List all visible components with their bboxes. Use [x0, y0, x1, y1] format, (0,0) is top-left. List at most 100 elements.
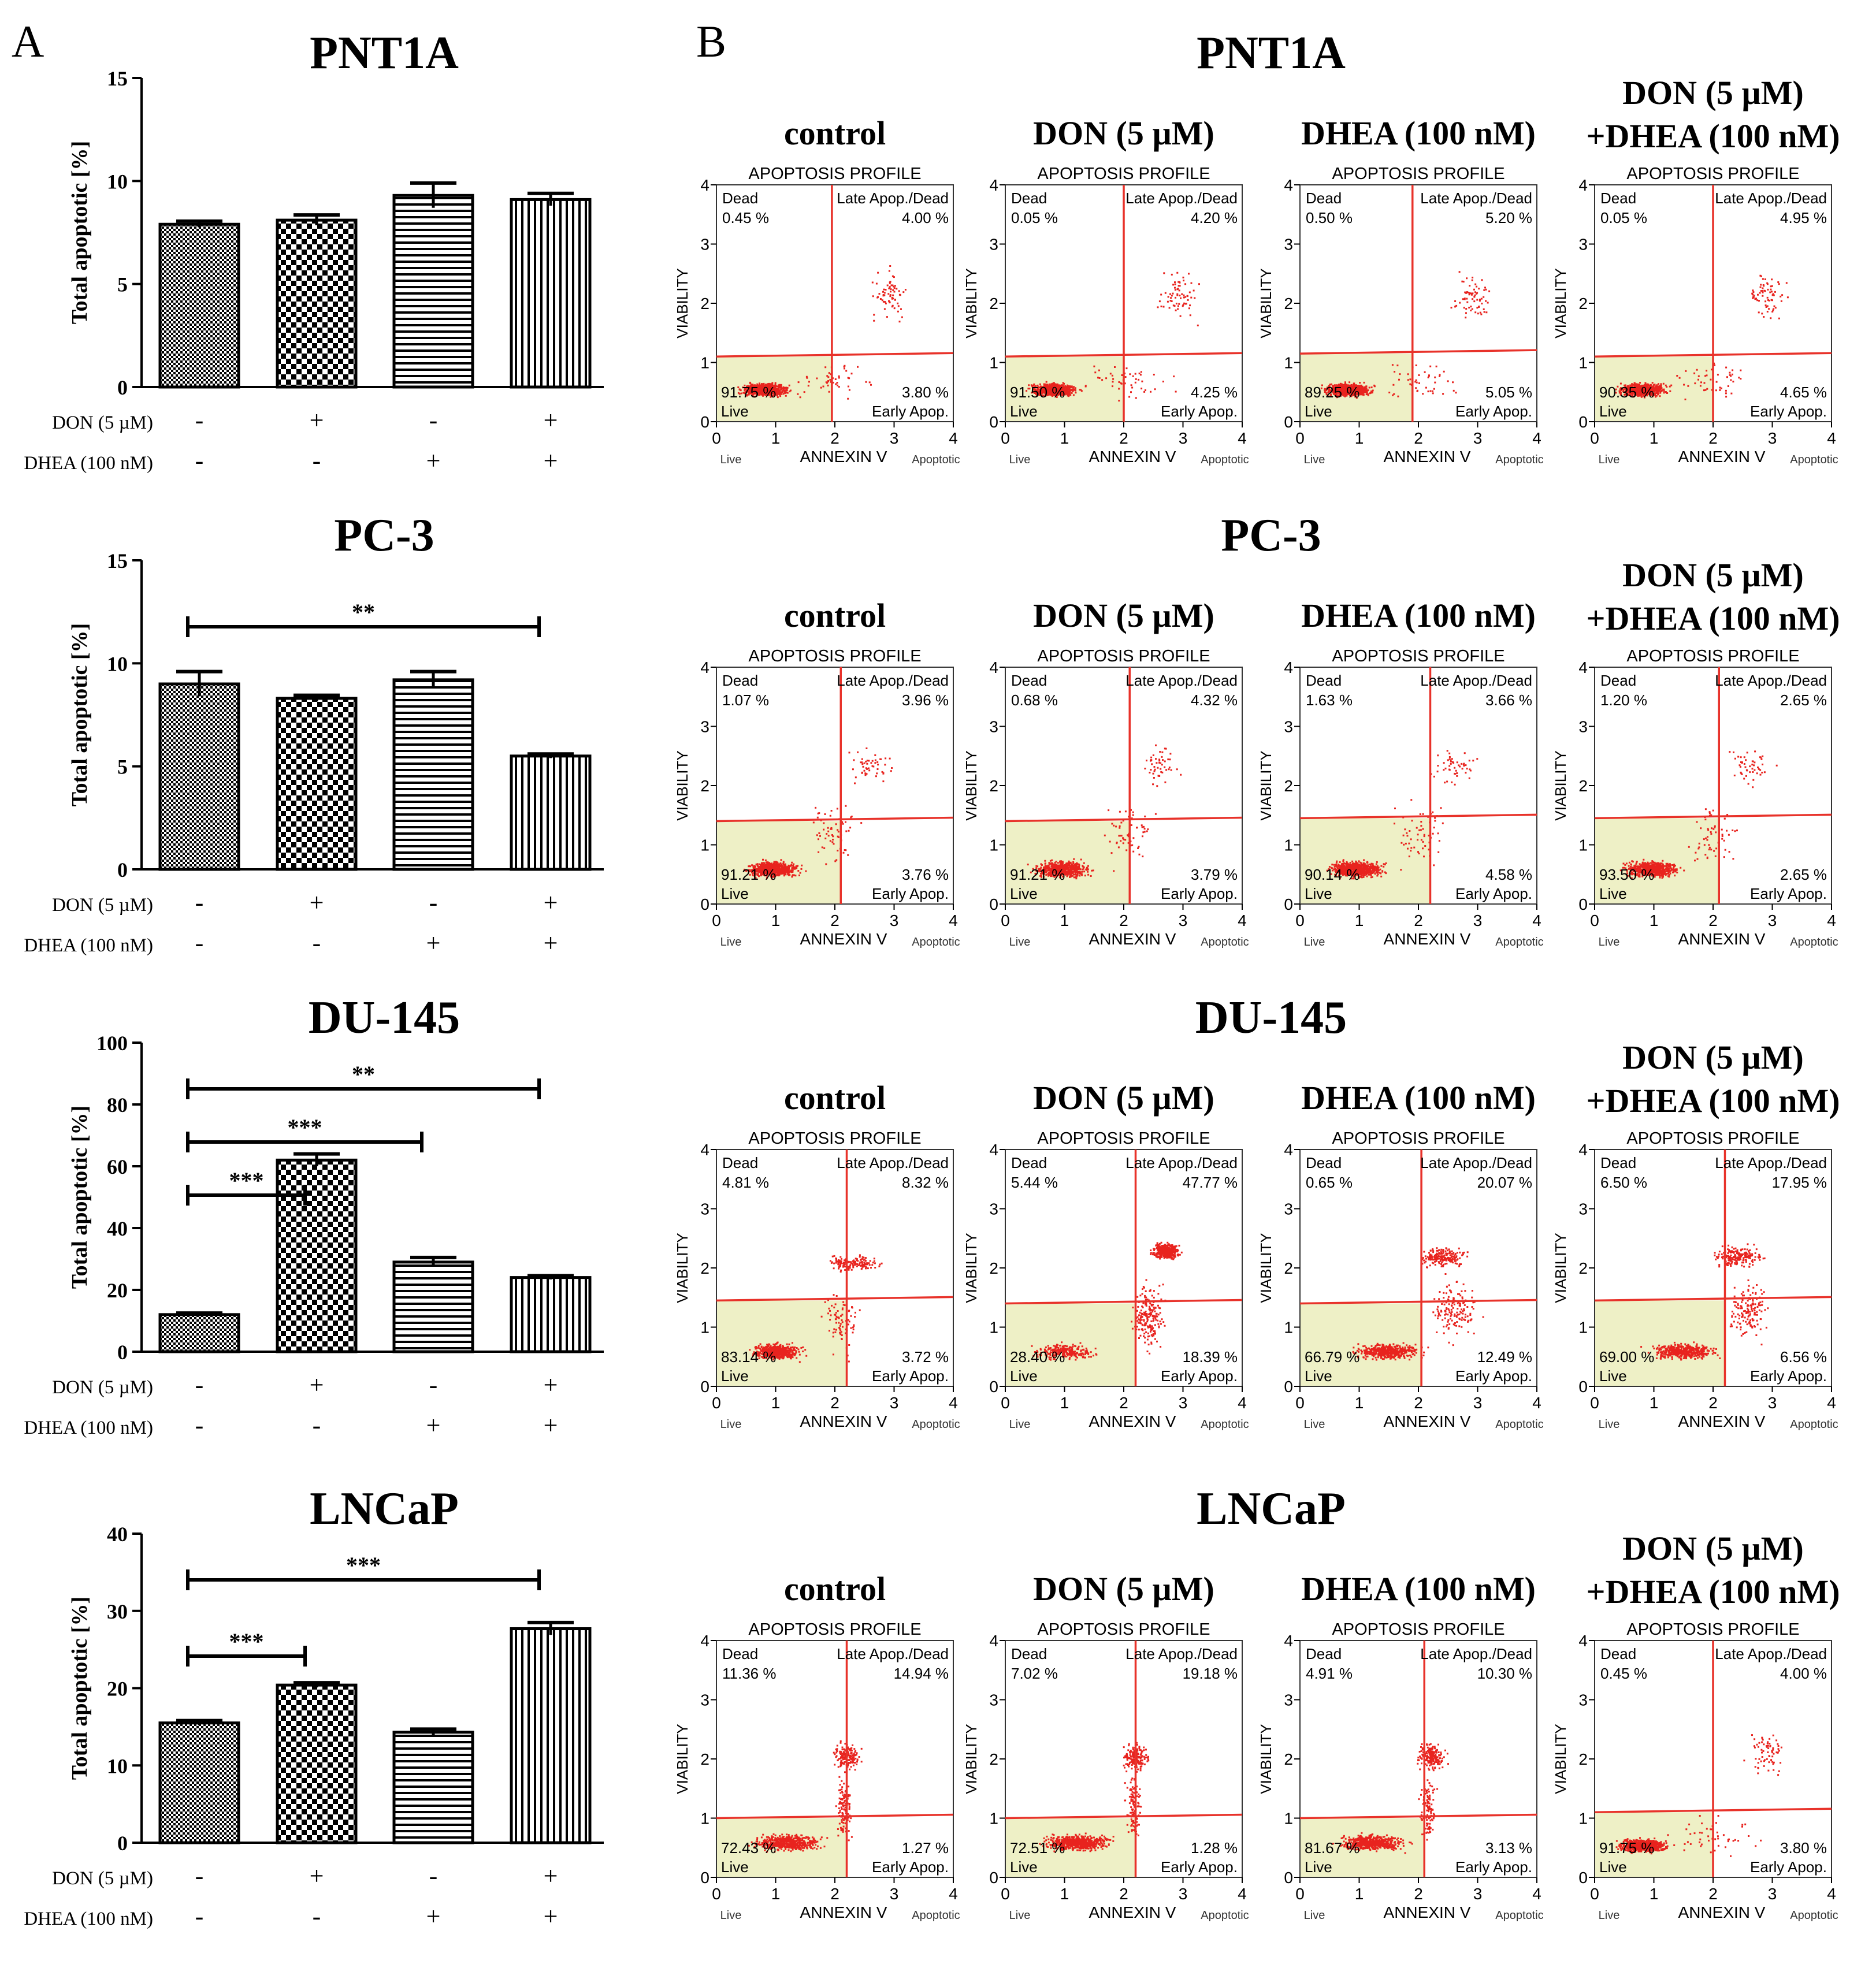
- y-tick-label: 1: [989, 354, 998, 372]
- bar-control: [158, 682, 240, 871]
- x-tick-label: 0: [1295, 1885, 1305, 1903]
- live-value: 91.75 %: [1599, 1839, 1654, 1857]
- late-value: 5.20 %: [1485, 209, 1532, 226]
- bar-charts: PNT1A 0 5 10 15 Total apoptotic [%] DON (5 µM)…: [24, 28, 604, 1930]
- apoptosis-profile-label: APOPTOSIS PROFILE: [1332, 1620, 1504, 1639]
- late-value: 47.77 %: [1183, 1174, 1238, 1191]
- y-tick-label: 0: [989, 1378, 998, 1396]
- viability-axis-label: VIABILITY: [1552, 1233, 1569, 1303]
- y-tick-label: 1: [989, 1810, 998, 1828]
- viability-axis-label: VIABILITY: [674, 1233, 691, 1303]
- quadrant-line-horizontal: [1594, 1296, 1832, 1302]
- axis-live-label: Live: [720, 936, 742, 948]
- y-tick-label: 0: [700, 1869, 709, 1887]
- x-tick-label: 2: [1708, 429, 1718, 447]
- y-tick-label: 0: [700, 1378, 709, 1396]
- y-tick-label: 1: [1578, 1810, 1588, 1828]
- live-quadrant-fill: [716, 821, 841, 904]
- apoptosis-profile-label: APOPTOSIS PROFILE: [1626, 1620, 1799, 1639]
- y-tick-label: 0: [117, 376, 128, 399]
- axis-live-label: Live: [1599, 453, 1620, 466]
- early-value: 3.72 %: [902, 1348, 949, 1366]
- don-sign: -: [429, 888, 438, 917]
- y-tick-label: 0: [700, 413, 709, 431]
- dead-label: Dead: [1306, 1645, 1342, 1662]
- x-tick-label: 0: [1295, 1394, 1305, 1412]
- apoptosis-profile-label: APOPTOSIS PROFILE: [1332, 647, 1504, 665]
- y-tick-label: 4: [1284, 176, 1293, 194]
- quadrant-line-horizontal: [1299, 813, 1537, 820]
- dead-value: 11.36 %: [722, 1665, 776, 1682]
- apoptosis-profile-label: APOPTOSIS PROFILE: [748, 647, 921, 665]
- don-sign: +: [544, 1371, 558, 1399]
- bar-control: [158, 1721, 240, 1844]
- dead-label: Dead: [1306, 672, 1342, 689]
- live-quadrant-fill: [1595, 818, 1719, 904]
- y-tick-label: 3: [989, 236, 998, 254]
- y-tick-label: 3: [989, 1691, 998, 1709]
- plot-title: control: [784, 1079, 886, 1117]
- y-tick-label: 2: [1578, 777, 1588, 795]
- x-tick-label: 2: [1708, 912, 1718, 929]
- live-quadrant-fill: [1595, 1300, 1725, 1386]
- dead-value: 0.45 %: [1600, 1665, 1647, 1682]
- early-value: 3.80 %: [1780, 1839, 1827, 1857]
- y-tick-label: 1: [700, 1810, 709, 1828]
- x-tick-label: 0: [1295, 912, 1305, 929]
- don-sign: +: [310, 888, 324, 917]
- dead-value: 6.50 %: [1600, 1174, 1647, 1191]
- x-tick-label: 1: [771, 1885, 781, 1903]
- y-tick-label: 3: [1578, 718, 1588, 736]
- quadrant-line-horizontal: [716, 352, 954, 358]
- quadrant-line-horizontal: [716, 1296, 954, 1302]
- dead-value: 0.05 %: [1600, 209, 1647, 226]
- x-tick-label: 2: [1119, 1885, 1128, 1903]
- live-value: 91.75 %: [721, 384, 776, 401]
- axis-apoptotic-label: Apoptotic: [1495, 1418, 1543, 1431]
- flow-plot: DON (5 µM) APOPTOSIS PROFILE 00 1 1 2 2 3 3 4 4 VIA…: [963, 597, 1249, 948]
- bar-don: [276, 1683, 358, 1844]
- plot-title: control: [784, 114, 886, 152]
- late-label: Late Apop./Dead: [837, 189, 949, 207]
- y-tick-label: 3: [700, 236, 709, 254]
- dead-label: Dead: [722, 1154, 758, 1171]
- y-tick-label: 10: [107, 652, 128, 675]
- dead-label: Dead: [1011, 672, 1047, 689]
- dhea-sign: +: [426, 929, 441, 957]
- dhea-sign: +: [426, 1902, 441, 1930]
- quadrant-line-horizontal: [1299, 349, 1537, 355]
- live-label: Live: [1010, 1858, 1038, 1876]
- bar-don-dhea: [510, 754, 592, 871]
- live-value: 28.40 %: [1010, 1348, 1065, 1366]
- y-tick-label: 40: [107, 1523, 128, 1546]
- flow-plot: DON (5 µM) APOPTOSIS PROFILE 00 1 1 2 2 3 3 4 4 VIA…: [963, 1570, 1249, 1922]
- y-tick-label: 0: [117, 1341, 128, 1364]
- flow-plot: control APOPTOSIS PROFILE 00 1 1 2 2 3 3 4 4 VIABIL…: [674, 597, 960, 948]
- y-tick-label: 3: [1284, 1200, 1293, 1218]
- y-tick-label: 4: [989, 1141, 998, 1159]
- cell-events: [1619, 750, 1778, 879]
- apoptosis-profile-label: APOPTOSIS PROFILE: [748, 1129, 921, 1148]
- late-label: Late Apop./Dead: [1125, 1154, 1238, 1171]
- apoptosis-profile-label: APOPTOSIS PROFILE: [1626, 647, 1799, 665]
- y-tick-label: 1: [1284, 1810, 1293, 1828]
- plot-title: DON (5 µM): [1033, 597, 1214, 634]
- y-tick-label: 4: [1578, 659, 1588, 676]
- annexin-axis-label: ANNEXIN V: [1384, 1903, 1471, 1921]
- x-tick-label: 4: [1532, 912, 1541, 929]
- cell-events: [1027, 744, 1182, 880]
- dhea-sign: +: [544, 1411, 558, 1439]
- row-label-dhea: DHEA (100 nM): [24, 935, 153, 956]
- late-value: 2.65 %: [1780, 691, 1827, 709]
- cell-events: [1026, 271, 1200, 402]
- early-label: Early Apop.: [1161, 403, 1238, 420]
- x-tick-label: 4: [1532, 429, 1541, 447]
- dead-value: 1.07 %: [722, 691, 769, 709]
- y-tick-label: 3: [1284, 718, 1293, 736]
- y-tick-label: 1: [700, 1319, 709, 1337]
- x-tick-label: 2: [830, 1885, 839, 1903]
- axis-live-label: Live: [1304, 453, 1325, 466]
- axis-apoptotic-label: Apoptotic: [1495, 1909, 1543, 1922]
- early-value: 2.65 %: [1780, 866, 1827, 883]
- bar-don: [276, 218, 358, 389]
